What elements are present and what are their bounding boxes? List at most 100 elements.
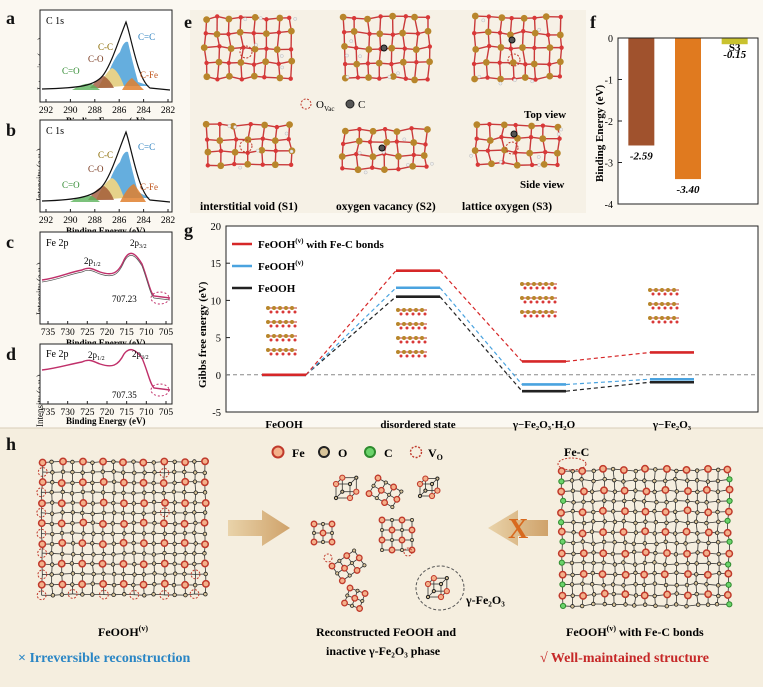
- fe-atom: [379, 517, 385, 523]
- o-atom: [368, 140, 372, 144]
- o-atom: [142, 491, 146, 495]
- fe-atom: [160, 480, 166, 486]
- o-atom: [380, 548, 383, 551]
- fe-atom: [660, 288, 664, 292]
- o-atom: [50, 532, 54, 536]
- fe-atom: [413, 46, 420, 53]
- fe-atom: [472, 46, 479, 53]
- fe-atom: [654, 302, 658, 306]
- fe-atom: [399, 517, 405, 523]
- peak-label-c-c-a: C-C: [98, 42, 113, 52]
- o-atom: [592, 479, 596, 483]
- o-atom: [652, 307, 655, 310]
- fe-atom: [340, 475, 345, 480]
- ytick-label: 0: [608, 34, 613, 45]
- o-atom: [112, 542, 116, 546]
- o-atom: [716, 499, 720, 503]
- c-atom: [727, 539, 732, 544]
- gibbs-energy-chart: g Gibbs free energy (eV) 20151050-5FeOOH…: [184, 220, 758, 431]
- o-atom: [653, 594, 657, 598]
- fe-atom: [161, 520, 167, 526]
- fe-atom: [79, 581, 85, 587]
- panel-letter-g: g: [184, 220, 193, 240]
- fe-atom: [472, 13, 479, 20]
- fe-atom: [203, 16, 210, 23]
- fe-atom: [641, 571, 647, 577]
- o-atom: [102, 511, 106, 515]
- o-atom: [536, 315, 539, 318]
- o-atom: [153, 572, 157, 576]
- fe-atom: [520, 310, 524, 314]
- o-atom: [70, 562, 74, 566]
- fe-atom: [216, 59, 223, 66]
- fe-atom: [278, 334, 282, 338]
- o-atom: [132, 511, 136, 515]
- ytick-label: 15: [211, 259, 222, 270]
- o-atom: [71, 552, 75, 556]
- o-atom: [653, 479, 657, 483]
- o-atom: [193, 511, 197, 515]
- fe-atom: [161, 458, 167, 464]
- o-atom: [91, 582, 95, 586]
- o-atom: [632, 550, 636, 554]
- fe-atom: [140, 581, 146, 587]
- blocked-cross-icon: X: [508, 514, 528, 545]
- o-atom: [81, 471, 85, 475]
- fe-atom: [181, 521, 187, 527]
- fe-atom: [202, 560, 208, 566]
- fe-atom: [520, 282, 524, 286]
- o-atom: [633, 563, 637, 567]
- fe-atom: [539, 135, 546, 142]
- fe-atom: [528, 123, 535, 130]
- o-atom: [694, 572, 698, 576]
- o-atom: [603, 602, 607, 606]
- o-atom: [51, 594, 55, 598]
- o-atom: [193, 501, 197, 505]
- o-atom: [234, 137, 238, 141]
- xtick-label: 735: [41, 328, 56, 338]
- site-s2-label: oxygen vacancy (S2): [336, 201, 436, 213]
- o-atom: [112, 572, 116, 576]
- o-atom: [101, 470, 105, 474]
- fe-atom: [532, 282, 536, 286]
- o-atom: [132, 541, 136, 545]
- fe-atom: [272, 348, 276, 352]
- fe-atom: [725, 592, 731, 598]
- fe-atom: [705, 572, 711, 578]
- o-atom: [395, 139, 399, 143]
- fe-atom: [39, 541, 45, 547]
- fe-atom: [311, 539, 317, 545]
- o-atom: [82, 532, 86, 536]
- fe-atom: [80, 519, 86, 525]
- bar-value-label: -3.40: [677, 184, 700, 196]
- o-atom: [354, 46, 358, 50]
- fe-atom: [704, 487, 710, 493]
- fe-atom: [621, 487, 627, 493]
- fe-atom: [80, 458, 86, 464]
- fe-atom: [557, 32, 564, 39]
- o-atom: [287, 16, 291, 20]
- panel-letter-c: c: [6, 232, 14, 252]
- fe-atom: [141, 561, 147, 567]
- o-atom: [294, 353, 297, 356]
- fe-atom: [547, 44, 554, 51]
- fe-atom: [683, 529, 689, 535]
- o-atom: [664, 540, 668, 544]
- fe-atom: [276, 75, 283, 82]
- fe-atom: [550, 296, 554, 300]
- ytick-label: -3: [605, 159, 613, 170]
- o-atom: [262, 75, 266, 79]
- c-atom: [560, 603, 565, 608]
- fe-atom: [226, 16, 233, 23]
- fe-atom: [140, 520, 146, 526]
- o-atom: [400, 528, 403, 531]
- fe-atom: [365, 46, 372, 53]
- o-atom: [204, 572, 208, 576]
- o-atom: [227, 61, 231, 65]
- o-atom: [81, 593, 85, 597]
- fe-atom: [370, 128, 377, 135]
- fe-atom: [642, 466, 648, 472]
- o-atom: [132, 481, 136, 485]
- fe-atom: [662, 529, 668, 535]
- h-atom: [531, 80, 534, 83]
